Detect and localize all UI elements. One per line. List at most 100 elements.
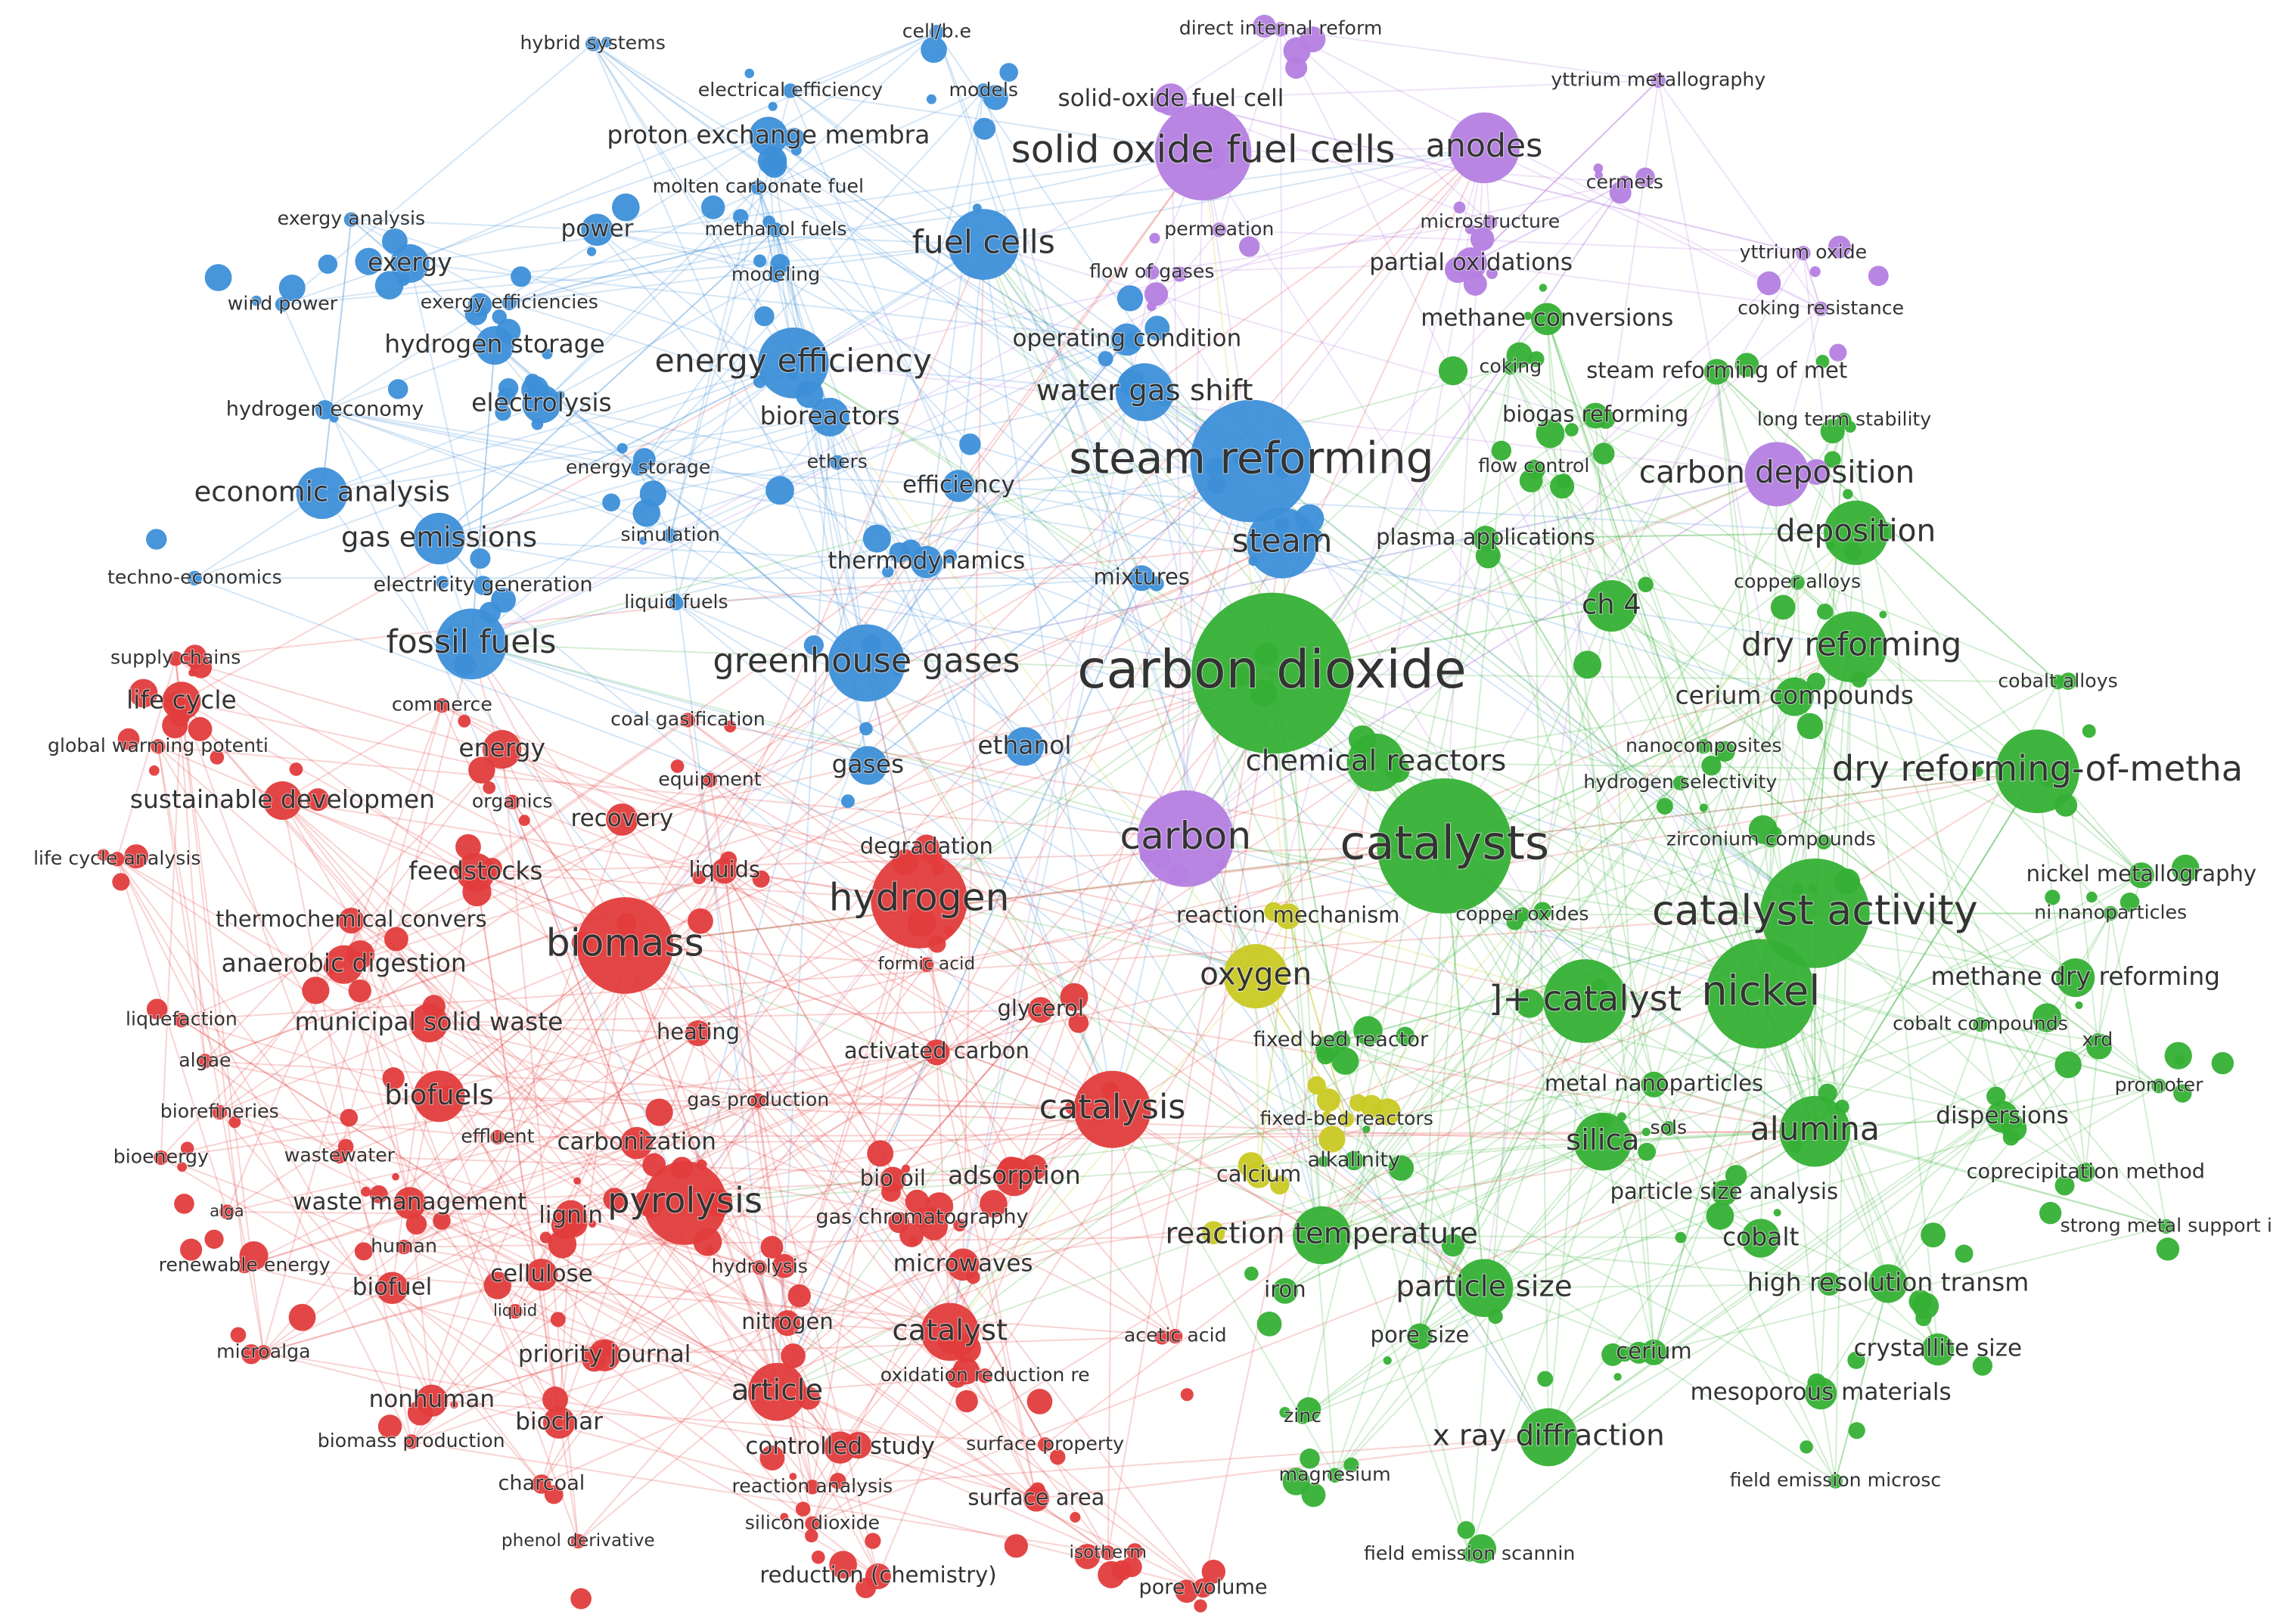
node [1292, 1206, 1351, 1265]
node [1339, 1112, 1354, 1127]
edge [475, 871, 920, 901]
edge [1815, 1130, 2166, 1228]
node [724, 720, 737, 733]
edge [391, 1287, 560, 1424]
node [588, 1339, 621, 1372]
edge [1468, 914, 1523, 1554]
edge [541, 403, 837, 464]
node-label: oxygen [1200, 956, 1312, 992]
edge [622, 672, 1272, 821]
node-label: hydrogen selectivity [1583, 771, 1777, 793]
edge [470, 460, 1252, 645]
node [296, 467, 348, 520]
node-label: pore size [1371, 1322, 1470, 1348]
node [1201, 1221, 1225, 1245]
node [1675, 1231, 1687, 1244]
edge [470, 643, 986, 1377]
node-label: reaction mechanism [1176, 902, 1400, 927]
edge [1272, 672, 1815, 914]
edge [1814, 912, 2086, 1173]
edge [350, 219, 868, 664]
edge [865, 663, 1113, 1110]
node-label: biomass production [318, 1430, 505, 1452]
edge [840, 1446, 1037, 1500]
edge [983, 147, 1485, 246]
node-label: steam reforming of met [1586, 357, 1847, 383]
edge [1601, 746, 1705, 1142]
edge [709, 460, 1252, 781]
node [1193, 1578, 1213, 1598]
edge [514, 1009, 1042, 1312]
node [1741, 1219, 1781, 1258]
edge [1170, 28, 1281, 101]
edge [867, 460, 1253, 766]
edge [1548, 1192, 1725, 1438]
edge [684, 486, 960, 1203]
node [180, 1141, 194, 1155]
edge [343, 542, 1283, 966]
edge [1610, 605, 2076, 979]
node [2032, 1003, 2062, 1032]
labels: hybrid systems electrical efficiency cell/… [33, 17, 2273, 1600]
node [1111, 1560, 1132, 1581]
edge [790, 89, 1203, 154]
edge [1287, 915, 1585, 1002]
node-label: yttrium oxide [1740, 241, 1868, 263]
edge [343, 964, 1204, 1589]
node [1908, 1290, 1933, 1313]
edge [1321, 646, 1852, 1236]
node [1703, 359, 1730, 385]
node-label: phenol derivative [502, 1530, 655, 1551]
edge [685, 1141, 1603, 1204]
edge [157, 745, 1186, 840]
edge [1271, 672, 1336, 1476]
node [888, 1212, 910, 1234]
edge [1321, 782, 1682, 1236]
node [262, 781, 302, 820]
edge [1284, 746, 1705, 1292]
edge [669, 461, 838, 537]
edge [724, 870, 1015, 1178]
node-label: gases [832, 749, 905, 778]
node [616, 442, 628, 454]
edge [597, 228, 984, 246]
node [2128, 862, 2154, 889]
edge [675, 416, 831, 604]
edge [470, 362, 794, 645]
node-label: renewable energy [159, 1254, 331, 1276]
edge [281, 800, 1204, 1589]
edge [963, 1130, 1815, 1265]
edge [409, 1202, 788, 1324]
node-label: hydrogen [829, 874, 1010, 919]
edge [1302, 846, 1446, 1418]
node [505, 794, 520, 810]
node-label: sustainable developmen [130, 784, 435, 814]
node [585, 36, 601, 51]
edge [2110, 913, 2167, 1227]
edge [175, 657, 937, 1054]
edge [281, 800, 841, 1449]
edge [1444, 845, 1815, 1132]
node [542, 1406, 576, 1439]
node [1537, 1371, 1554, 1387]
node-label: coprecipitation method [1967, 1160, 2205, 1183]
edge [431, 1354, 605, 1402]
edge [1834, 1283, 1890, 1482]
edge [1653, 1084, 1939, 1350]
node [1343, 1457, 1359, 1473]
node [645, 1098, 673, 1126]
edge [428, 1022, 923, 1219]
node [1115, 363, 1174, 421]
edge [511, 802, 638, 1144]
node [306, 788, 330, 812]
node [1256, 1312, 1282, 1337]
edge [1548, 1001, 1586, 1438]
edge [1169, 99, 1187, 839]
node [795, 1501, 811, 1517]
edge [1036, 1436, 1549, 1500]
node-label: biomass [546, 920, 704, 964]
edge [570, 964, 927, 1217]
edge [408, 263, 484, 586]
edge [1601, 532, 1857, 1142]
edge [1321, 582, 1798, 1236]
